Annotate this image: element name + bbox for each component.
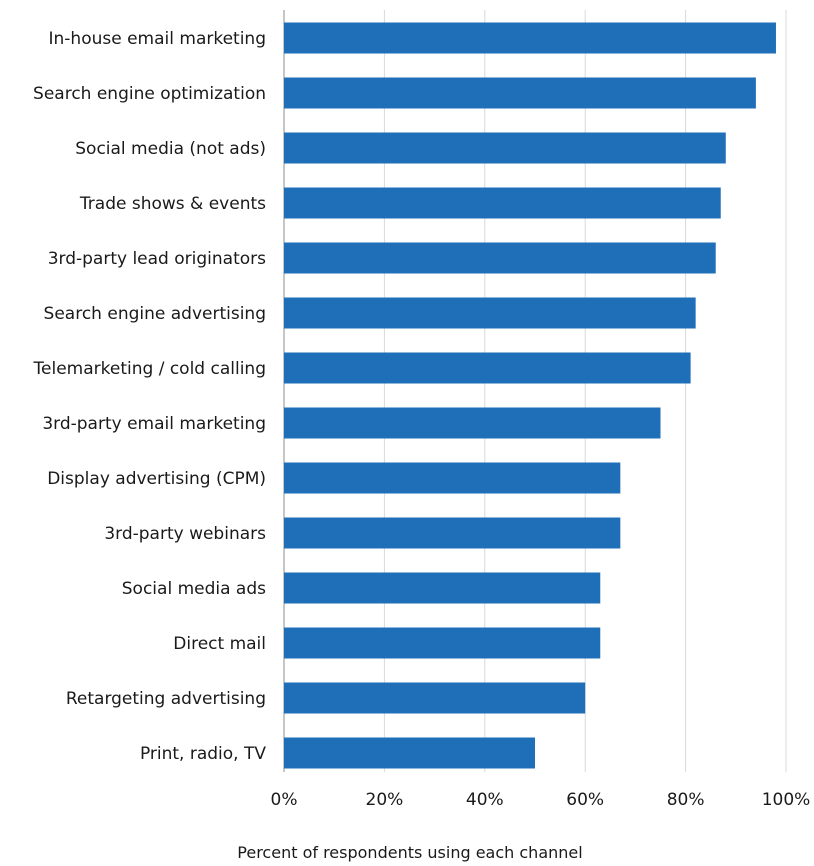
category-label: In-house email marketing [49, 29, 267, 49]
category-label: 3rd-party webinars [104, 524, 266, 544]
bar [284, 682, 586, 714]
category-label: Social media ads [122, 579, 266, 599]
x-tick-labels: 0% 20% 40% 60% 80% 100% [271, 790, 811, 810]
bar [284, 297, 696, 329]
bars [284, 22, 776, 769]
category-label: Trade shows & events [79, 194, 266, 214]
bar [284, 572, 601, 604]
bar [284, 132, 726, 164]
category-label: Telemarketing / cold calling [33, 359, 266, 379]
x-tick-label: 40% [466, 790, 504, 810]
x-tick-label: 20% [366, 790, 404, 810]
bar [284, 737, 535, 769]
bar [284, 242, 716, 274]
bar [284, 352, 691, 384]
bar [284, 462, 621, 494]
category-label: 3rd-party lead originators [48, 249, 266, 269]
category-label: Retargeting advertising [66, 689, 266, 709]
x-tick-label: 100% [762, 790, 811, 810]
category-label: Search engine optimization [33, 84, 266, 104]
category-label: Print, radio, TV [140, 744, 266, 764]
category-label: Search engine advertising [44, 304, 266, 324]
bar [284, 187, 721, 219]
bar [284, 517, 621, 549]
category-label: Direct mail [173, 634, 266, 654]
bar [284, 77, 756, 109]
x-axis-title: Percent of respondents using each channe… [237, 843, 582, 862]
category-labels: In-house email marketing Search engine op… [33, 29, 267, 764]
x-tick-label: 0% [271, 790, 298, 810]
bar [284, 22, 776, 54]
x-tick-label: 80% [667, 790, 705, 810]
category-label: Display advertising (CPM) [47, 469, 266, 489]
x-tick-label: 60% [566, 790, 604, 810]
bar [284, 627, 601, 659]
category-label: Social media (not ads) [75, 139, 266, 159]
bar [284, 407, 661, 439]
category-label: 3rd-party email marketing [42, 414, 266, 434]
